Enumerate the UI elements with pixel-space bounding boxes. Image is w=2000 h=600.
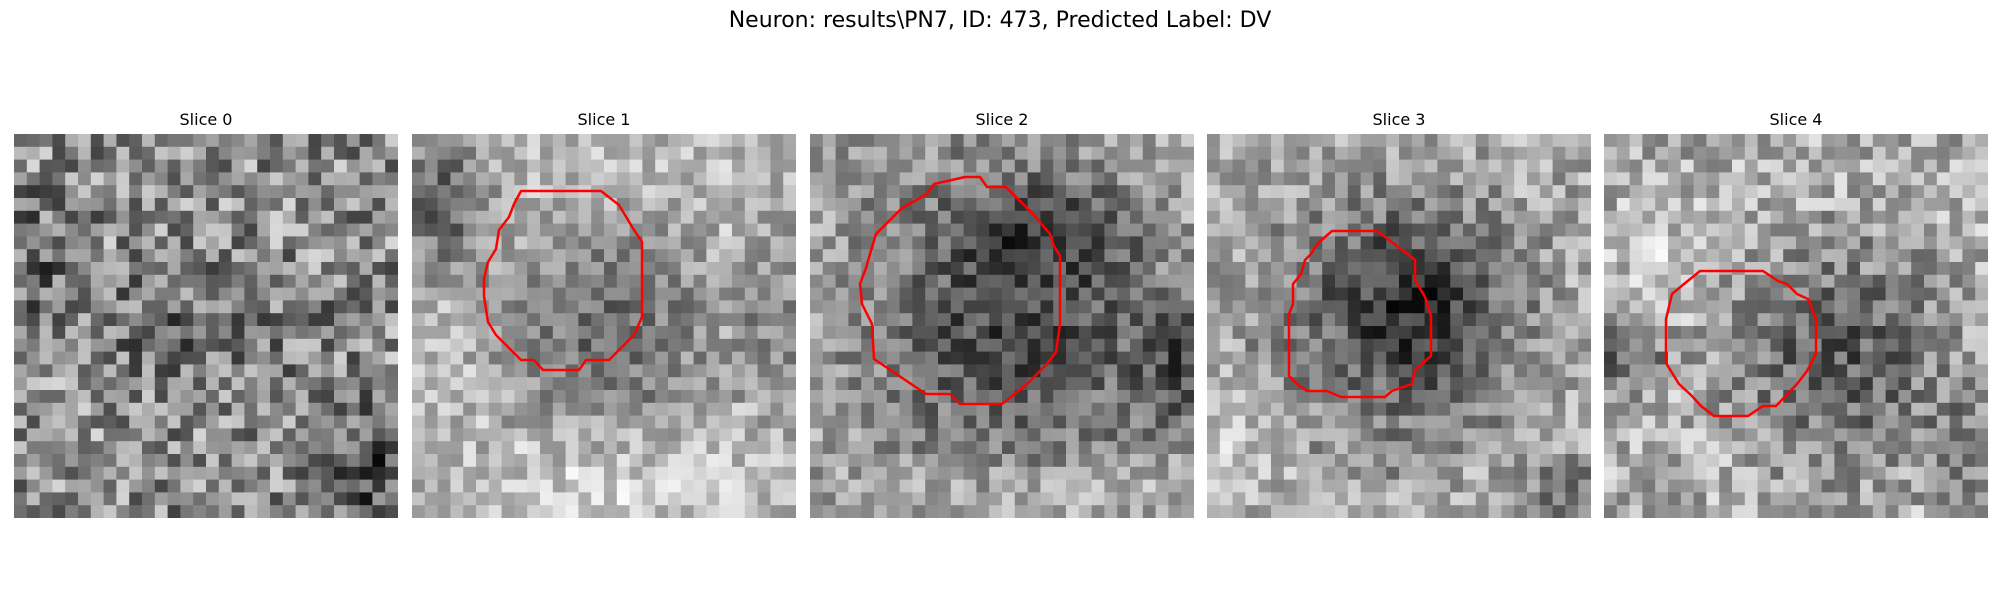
slice-title: Slice 1 [577, 110, 631, 129]
slice-panel-2: Slice 2 [810, 108, 1194, 518]
slice-panel-3: Slice 3 [1207, 108, 1591, 518]
figure-title: Neuron: results\PN7, ID: 473, Predicted … [728, 8, 1272, 33]
slice-panel-0: Slice 0 [14, 108, 398, 518]
contour-outline [1287, 229, 1433, 399]
contour-outline [858, 175, 1062, 406]
slice-image-4 [1604, 134, 1988, 518]
slice-image-0 [14, 134, 398, 518]
slice-title: Slice 4 [1769, 110, 1823, 129]
slice-title: Slice 3 [1372, 110, 1426, 129]
slice-image-1 [412, 134, 796, 518]
slice-panel-1: Slice 1 [412, 108, 796, 518]
slice-panel-4: Slice 4 [1604, 108, 1988, 518]
contour-outline [1664, 269, 1818, 418]
slice-title: Slice 2 [975, 110, 1029, 129]
slice-title: Slice 0 [179, 110, 233, 129]
slice-image-3 [1207, 134, 1591, 518]
contour-outline [482, 189, 644, 372]
slice-image-2 [810, 134, 1194, 518]
